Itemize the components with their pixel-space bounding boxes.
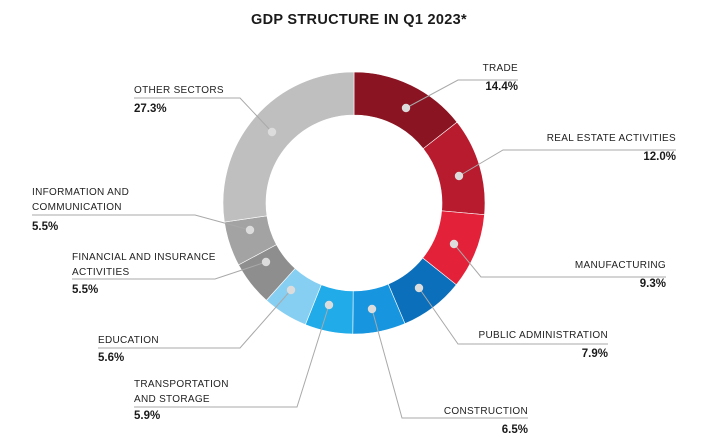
leader-construction bbox=[371, 308, 528, 419]
leader-trade bbox=[405, 79, 518, 109]
slice-other-sectors bbox=[222, 71, 355, 223]
label-name-manufacturing: MANUFACTURING bbox=[575, 260, 666, 271]
label-value-manufacturing: 9.3% bbox=[640, 278, 666, 290]
leader-transportation-and-storage bbox=[134, 304, 330, 408]
label-name-financial-and-insurance-activities: FINANCIAL AND INSURANCE bbox=[72, 252, 216, 263]
label-name-information-and-communication: COMMUNICATION bbox=[32, 202, 122, 213]
leader-manufacturing bbox=[453, 243, 666, 278]
marker-real-estate-activities bbox=[454, 171, 464, 181]
label-name-financial-and-insurance-activities: ACTIVITIES bbox=[72, 267, 129, 278]
leader-other-sectors bbox=[134, 97, 273, 133]
marker-manufacturing bbox=[449, 239, 459, 249]
leader-public-administration bbox=[418, 287, 608, 345]
marker-education bbox=[286, 285, 296, 295]
marker-transportation-and-storage bbox=[324, 300, 334, 310]
label-name-public-administration: PUBLIC ADMINISTRATION bbox=[479, 330, 608, 341]
label-value-public-administration: 7.9% bbox=[582, 348, 608, 360]
label-value-trade: 14.4% bbox=[485, 81, 518, 93]
leader-real-estate-activities bbox=[458, 149, 676, 177]
label-value-transportation-and-storage: 5.9% bbox=[134, 410, 160, 422]
marker-construction bbox=[367, 304, 377, 314]
label-value-construction: 6.5% bbox=[502, 424, 528, 436]
label-value-real-estate-activities: 12.0% bbox=[643, 151, 676, 163]
marker-trade bbox=[401, 103, 411, 113]
leader-lines bbox=[32, 79, 676, 419]
label-name-trade: TRADE bbox=[483, 63, 518, 74]
label-name-real-estate-activities: REAL ESTATE ACTIVITIES bbox=[547, 133, 676, 144]
label-name-transportation-and-storage: AND STORAGE bbox=[134, 394, 210, 405]
chart-title: GDP STRUCTURE IN Q1 2023* bbox=[251, 12, 467, 28]
leader-education bbox=[98, 289, 292, 349]
marker-information-and-communication bbox=[245, 225, 255, 235]
marker-public-administration bbox=[414, 283, 424, 293]
label-name-education: EDUCATION bbox=[98, 335, 159, 346]
label-value-financial-and-insurance-activities: 5.5% bbox=[72, 284, 98, 296]
donut-slices bbox=[222, 71, 486, 335]
marker-other-sectors bbox=[267, 127, 277, 137]
label-name-information-and-communication: INFORMATION AND bbox=[32, 187, 129, 198]
marker-financial-and-insurance-activities bbox=[261, 257, 271, 267]
label-value-information-and-communication: 5.5% bbox=[32, 221, 58, 233]
leader-financial-and-insurance-activities bbox=[72, 261, 267, 280]
label-name-construction: CONSTRUCTION bbox=[444, 406, 528, 417]
label-name-transportation-and-storage: TRANSPORTATION bbox=[134, 379, 229, 390]
slice-labels: TRADE 14.4% REAL ESTATE ACTIVITIES 12.0% MAN… bbox=[32, 63, 676, 436]
label-value-other-sectors: 27.3% bbox=[134, 103, 167, 115]
label-value-education: 5.6% bbox=[98, 352, 124, 364]
label-name-other-sectors: OTHER SECTORS bbox=[134, 85, 224, 96]
leader-information-and-communication bbox=[32, 214, 251, 231]
